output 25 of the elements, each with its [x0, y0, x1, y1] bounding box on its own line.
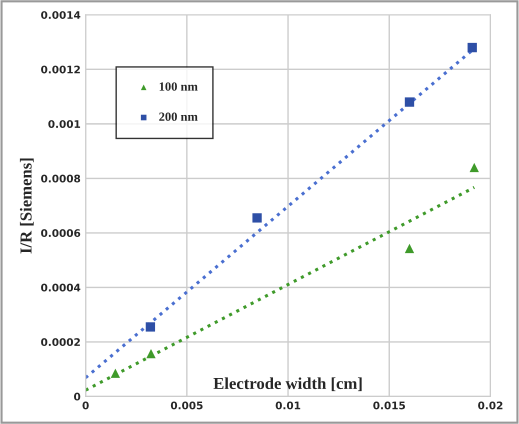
y-tick-label: 0.0014	[41, 11, 80, 19]
x-tick-label: 0.005	[170, 401, 203, 410]
y-tick-label: 0.0006	[41, 229, 80, 238]
point	[252, 213, 262, 223]
legend-label: 200 nm	[159, 112, 198, 121]
x-axis-title: Electrode width [cm]	[213, 377, 362, 392]
point	[468, 42, 477, 52]
point	[404, 244, 414, 254]
y-tick-label: 0.001	[48, 120, 80, 128]
point	[470, 162, 479, 172]
point	[404, 97, 414, 107]
point	[110, 368, 120, 378]
point	[146, 348, 156, 358]
x-tick-label: 0	[82, 401, 89, 410]
legend-label: 100 nm	[160, 82, 198, 91]
y-tick-label: 0.0002	[41, 338, 80, 346]
y-tick-label: 0.0008	[41, 174, 80, 182]
point	[146, 322, 156, 332]
x-tick-label: 0.015	[373, 401, 405, 410]
y-tick-label: 0.0012	[41, 66, 80, 74]
y-tick-label: 0	[74, 392, 80, 401]
y-axis-title: I/R [Siemens]	[20, 158, 34, 254]
x-tick-label: 0.01	[276, 401, 300, 410]
x-tick-label: 0.02	[478, 401, 502, 410]
y-tick-label: 0.0004	[41, 284, 80, 292]
